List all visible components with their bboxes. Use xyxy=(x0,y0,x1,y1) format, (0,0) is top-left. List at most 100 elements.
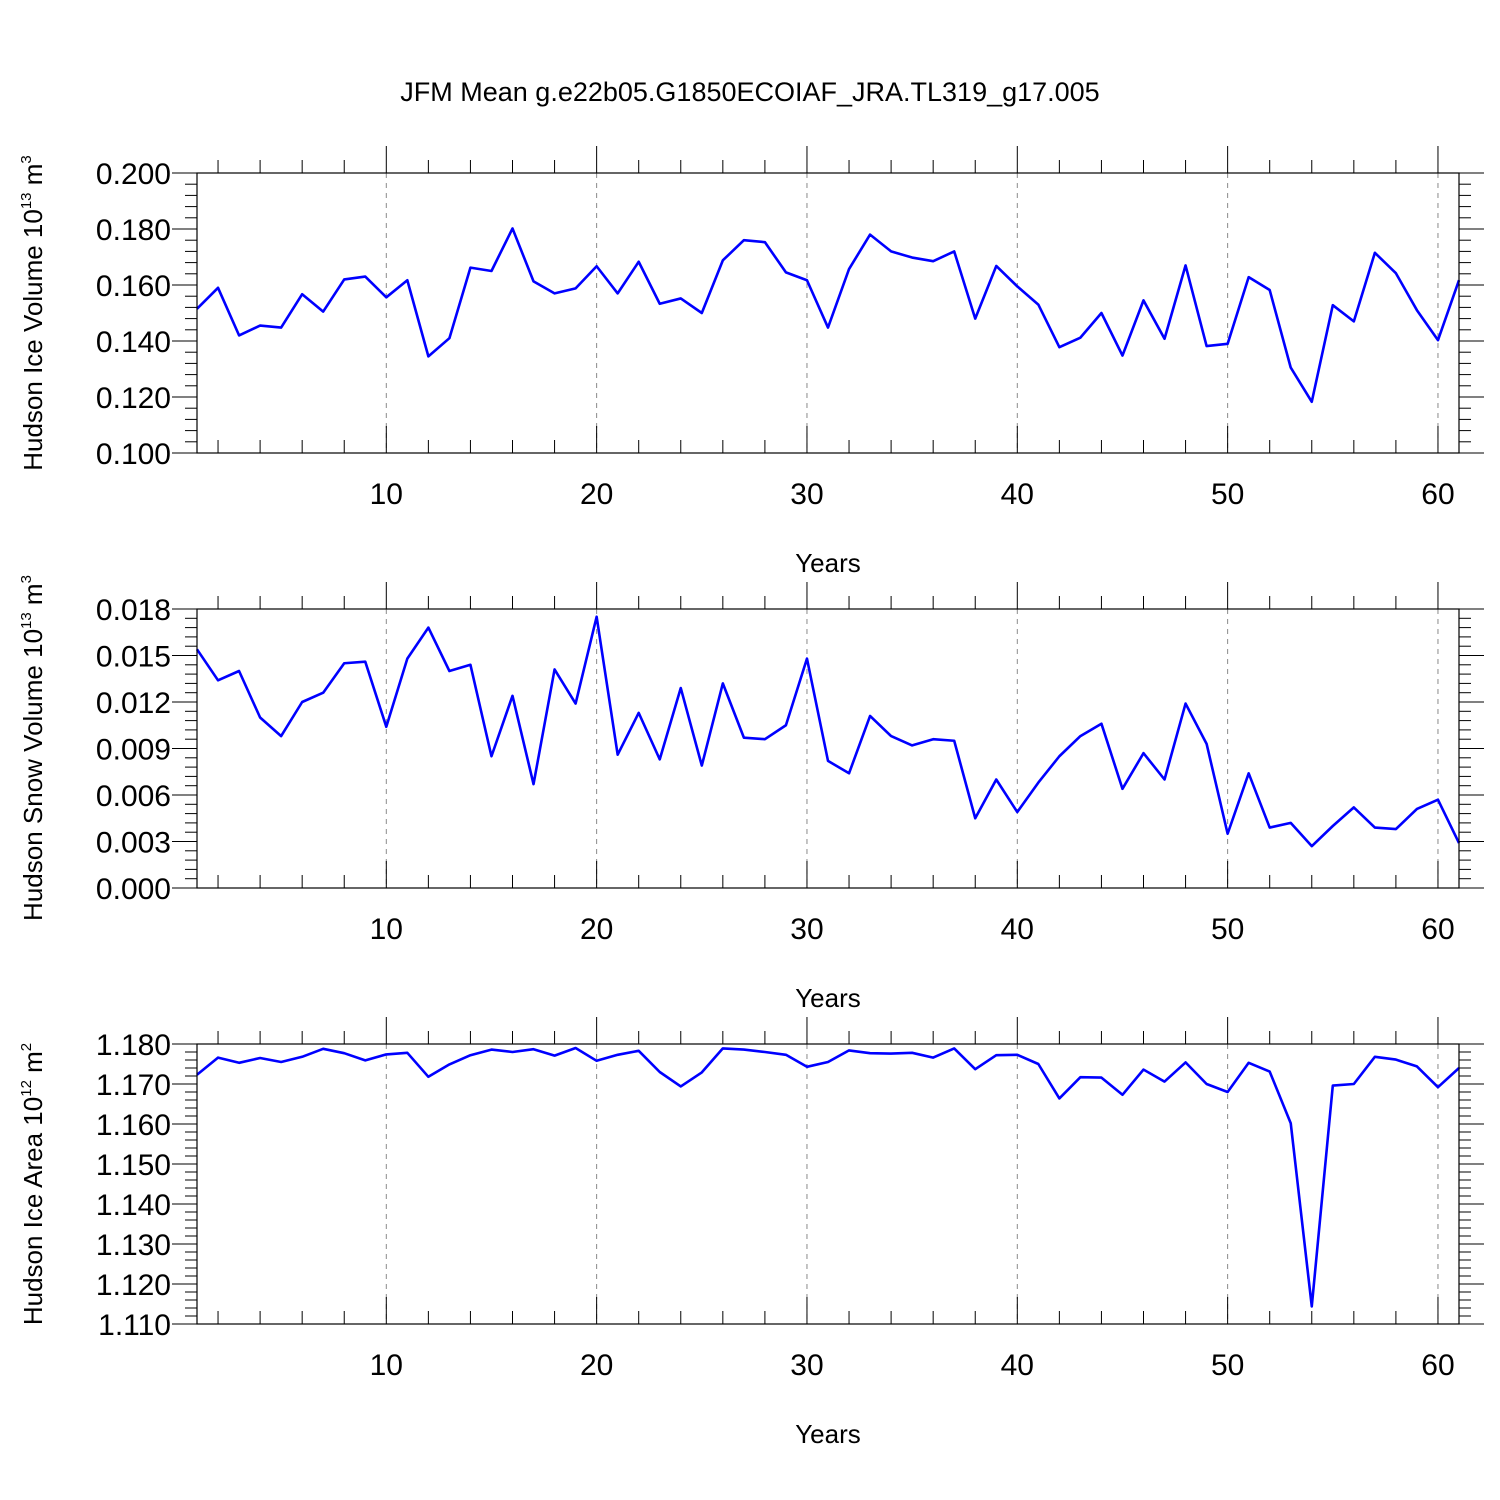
data-point xyxy=(617,1054,619,1056)
data-point xyxy=(1374,252,1376,254)
data-point xyxy=(722,259,724,261)
data-point xyxy=(806,1066,808,1068)
data-point xyxy=(1290,367,1292,369)
data-point xyxy=(911,256,913,259)
data-point xyxy=(385,726,387,728)
data-point xyxy=(806,279,808,281)
data-point xyxy=(1227,343,1229,345)
data-point xyxy=(364,276,366,278)
y-tick-label: 1.170 xyxy=(96,1069,171,1102)
data-point xyxy=(659,303,661,305)
x-tick-label: 60 xyxy=(1421,478,1454,511)
data-point xyxy=(1016,1054,1018,1056)
x-tick-label: 50 xyxy=(1211,913,1244,946)
data-point xyxy=(1079,1076,1081,1078)
data-point xyxy=(701,312,703,314)
data-point xyxy=(427,355,429,357)
data-point xyxy=(1227,833,1229,835)
x-tick-label: 50 xyxy=(1211,1349,1244,1382)
data-point xyxy=(448,670,450,672)
x-tick-label: 50 xyxy=(1211,478,1244,511)
data-point xyxy=(553,1055,556,1057)
data-point xyxy=(1311,401,1313,403)
data-point xyxy=(1227,1091,1229,1093)
data-point xyxy=(869,715,871,717)
data-point xyxy=(1437,799,1439,801)
data-point xyxy=(932,1057,934,1059)
data-point xyxy=(1142,1069,1145,1071)
data-point xyxy=(1016,811,1018,813)
data-point xyxy=(1100,723,1103,725)
data-point xyxy=(427,627,429,629)
data-point xyxy=(1163,778,1166,781)
data-point xyxy=(617,754,619,756)
data-point xyxy=(322,692,324,694)
data-point xyxy=(1332,825,1334,827)
data-point xyxy=(1332,304,1334,306)
data-point xyxy=(596,616,598,618)
data-point xyxy=(532,280,535,282)
y-tick-label: 1.160 xyxy=(96,1109,171,1142)
data-point xyxy=(343,1052,345,1054)
data-point xyxy=(490,755,493,757)
data-point xyxy=(280,1061,282,1063)
data-point xyxy=(1248,1062,1250,1064)
data-point xyxy=(743,239,745,241)
data-point xyxy=(785,724,787,726)
data-point xyxy=(806,658,808,660)
data-point xyxy=(280,735,282,737)
data-point xyxy=(1269,1071,1271,1073)
data-point xyxy=(301,293,303,295)
y-axis-title-main: Hudson Ice Volume 10 xyxy=(18,209,48,471)
data-point xyxy=(869,1052,871,1054)
data-point xyxy=(1184,702,1187,705)
y-tick-label: 1.120 xyxy=(96,1269,171,1302)
data-point xyxy=(301,1056,303,1058)
data-point xyxy=(680,1085,682,1087)
data-point xyxy=(722,1047,724,1049)
y-axis-title-exponent: 13 xyxy=(18,612,35,629)
chart-title: JFM Mean g.e22b05.G1850ECOIAF_JRA.TL319_… xyxy=(400,77,1099,107)
data-point xyxy=(1121,788,1124,790)
x-tick-label: 30 xyxy=(790,1349,823,1382)
x-tick-label: 40 xyxy=(1001,1349,1034,1382)
data-point xyxy=(785,271,787,273)
data-point xyxy=(890,250,892,252)
data-point xyxy=(406,658,408,660)
data-point xyxy=(1121,354,1124,357)
data-point xyxy=(596,265,598,267)
data-point xyxy=(1395,272,1397,274)
x-tick-label: 60 xyxy=(1421,913,1454,946)
data-point xyxy=(238,670,240,672)
y-tick-label: 0.200 xyxy=(96,158,171,191)
data-point xyxy=(1037,304,1039,306)
x-tick-label: 40 xyxy=(1001,913,1034,946)
data-point xyxy=(974,817,976,819)
data-point xyxy=(406,1052,408,1054)
data-point xyxy=(511,1051,514,1053)
y-tick-label: 1.180 xyxy=(96,1029,171,1062)
data-point xyxy=(259,325,261,327)
data-point xyxy=(511,695,514,697)
y-tick-label: 1.110 xyxy=(98,1309,171,1342)
data-point xyxy=(1416,309,1418,311)
data-point xyxy=(743,1049,745,1051)
x-tick-label: 30 xyxy=(790,478,823,511)
data-point xyxy=(343,662,345,664)
y-axis-title-unit: m xyxy=(18,164,48,193)
data-point xyxy=(1395,828,1397,830)
data-point xyxy=(995,778,997,781)
data-point xyxy=(406,279,408,281)
data-point xyxy=(1332,1085,1334,1087)
y-tick-label: 0.180 xyxy=(96,214,171,247)
data-point xyxy=(953,740,955,742)
data-point xyxy=(1100,312,1103,314)
data-point xyxy=(974,1068,976,1070)
data-point xyxy=(827,760,829,762)
y-axis-title: Hudson Ice Area 1012 m2 xyxy=(18,1043,48,1325)
data-point xyxy=(1290,1122,1292,1124)
data-point xyxy=(469,664,472,666)
data-point xyxy=(953,1047,955,1049)
data-point xyxy=(1142,752,1145,754)
